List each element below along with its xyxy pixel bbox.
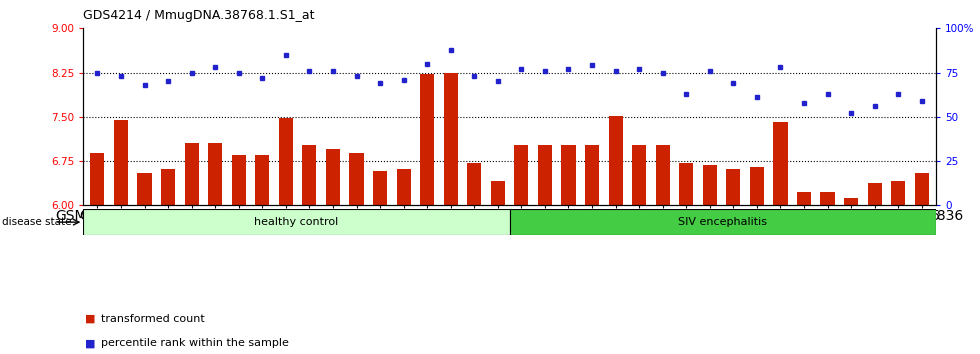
Bar [491, 181, 505, 205]
Bar [632, 145, 646, 205]
Bar [538, 145, 552, 205]
Bar [137, 173, 152, 205]
Text: percentile rank within the sample: percentile rank within the sample [101, 338, 289, 348]
Bar [820, 192, 835, 205]
Bar [420, 74, 434, 205]
Bar [510, 209, 936, 235]
Bar [844, 198, 858, 205]
Text: ■: ■ [85, 314, 96, 324]
Bar [609, 116, 622, 205]
Bar [114, 120, 128, 205]
Bar [90, 153, 105, 205]
Bar [350, 153, 364, 205]
Text: GDS4214 / MmugDNA.38768.1.S1_at: GDS4214 / MmugDNA.38768.1.S1_at [83, 9, 315, 22]
Bar [773, 121, 788, 205]
Bar [679, 163, 693, 205]
Bar [444, 73, 458, 205]
Bar [585, 145, 599, 205]
Text: ■: ■ [85, 338, 96, 348]
Bar [278, 118, 293, 205]
Bar [867, 183, 882, 205]
Bar [467, 163, 481, 205]
Bar [184, 143, 199, 205]
Bar [797, 192, 811, 205]
Bar [891, 181, 906, 205]
Text: SIV encephalitis: SIV encephalitis [678, 217, 767, 227]
Bar [255, 155, 270, 205]
Bar [231, 155, 246, 205]
Bar [562, 145, 575, 205]
Bar [373, 171, 387, 205]
Bar [161, 169, 175, 205]
Bar [326, 149, 340, 205]
Bar [703, 165, 716, 205]
Text: transformed count: transformed count [101, 314, 205, 324]
Bar [726, 169, 741, 205]
Bar [83, 209, 510, 235]
Bar [914, 173, 929, 205]
Bar [656, 145, 669, 205]
Text: disease state: disease state [2, 217, 72, 227]
Text: healthy control: healthy control [255, 217, 338, 227]
Bar [208, 143, 222, 205]
Bar [397, 169, 411, 205]
Bar [514, 145, 528, 205]
Bar [750, 167, 764, 205]
Bar [303, 145, 317, 205]
